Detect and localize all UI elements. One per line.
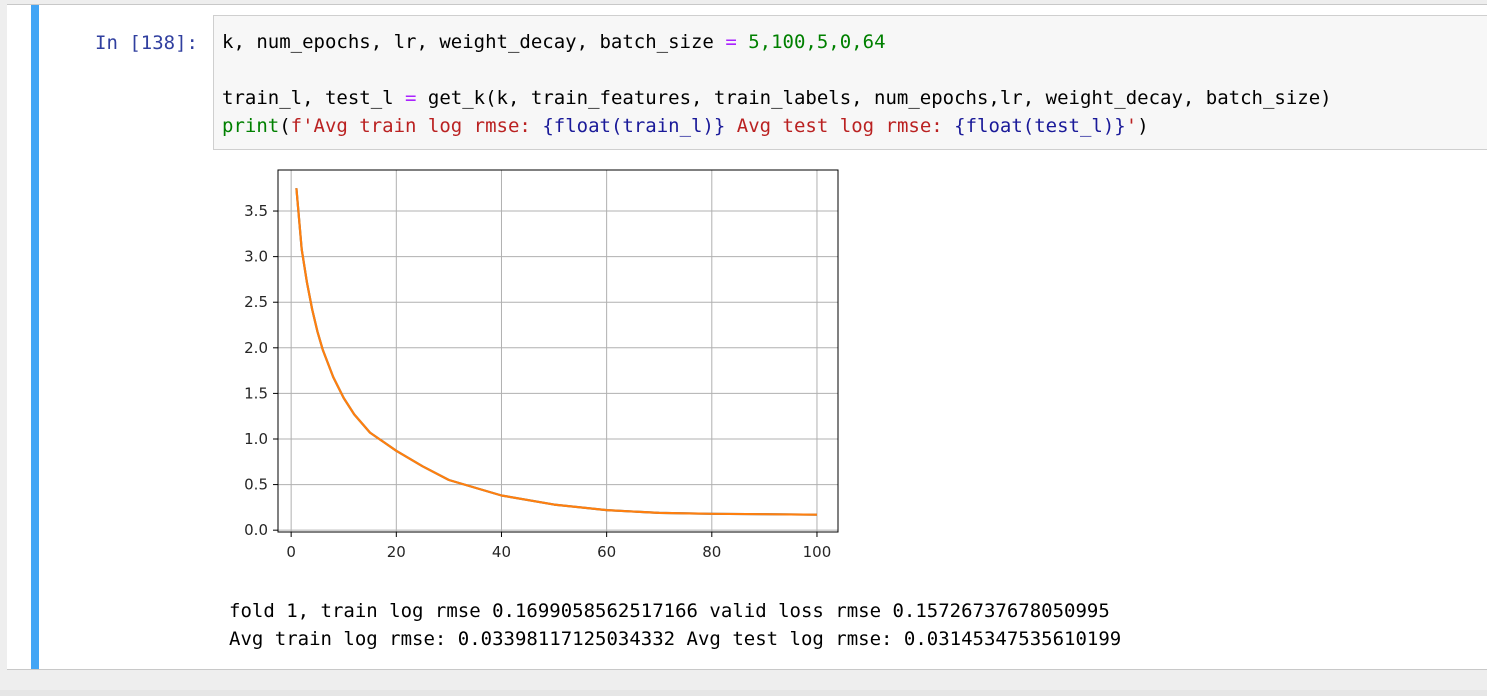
code-line-3[interactable]: print(f'Avg train log rmse: {float(train… [222, 115, 1149, 137]
code-line-3-open: ( [279, 115, 291, 137]
code-line-3-func: print [222, 115, 280, 137]
output-line-1: fold 1, train log rmse 0.169905856251716… [229, 600, 1110, 622]
x-tick-label: 40 [492, 543, 511, 561]
y-tick-label: 3.5 [244, 202, 268, 220]
code-line-1-vars: k, num_epochs, lr, weight_decay, batch_s… [222, 31, 726, 53]
cell-prompt: In [138]: [95, 32, 198, 54]
y-tick-label: 1.0 [244, 430, 268, 448]
x-tick-label: 0 [286, 543, 296, 561]
code-line-2-rhs: get_k(k, train_features, train_labels, n… [416, 87, 1332, 109]
code-line-1-values: 5,100,5,0,64 [748, 31, 886, 53]
code-line-1-sp [737, 31, 748, 53]
loss-chart: 0 20 40 60 80 100 0.0 0.5 1.0 1.5 2.0 2.5 3.0 3.5 [227, 165, 847, 575]
code-line-3-str-c: ' [1125, 115, 1138, 137]
chart-grid [278, 170, 838, 532]
y-tick-label: 2.0 [244, 339, 268, 357]
x-tick-label: 100 [803, 543, 832, 561]
y-tick-label: 0.5 [244, 476, 268, 494]
y-tick-label: 0.0 [244, 521, 268, 539]
code-cell[interactable]: In [138]: k, num_epochs, lr, weight_deca… [7, 4, 1487, 670]
code-line-3-interp-b: {float(test_l)} [954, 115, 1126, 137]
output-line-2: Avg train log rmse: 0.03398117125034332 … [229, 628, 1122, 650]
code-line-3-str-a: f'Avg train log rmse: [290, 115, 543, 137]
code-line-3-str-b: Avg test log rmse: [725, 115, 955, 137]
cell-selected-indicator [31, 5, 39, 669]
code-line-2[interactable]: train_l, test_l = get_k(k, train_feature… [222, 87, 1332, 109]
y-tick-label: 1.5 [244, 384, 268, 402]
y-tick-label: 2.5 [244, 293, 268, 311]
code-line-2-lhs: train_l, test_l [222, 87, 406, 109]
x-tick-label: 20 [387, 543, 406, 561]
cell-output: fold 1, train log rmse 0.169905856251716… [229, 597, 1121, 653]
x-tick-label: 80 [702, 543, 721, 561]
test-loss-line [295, 188, 818, 516]
code-line-3-close: ) [1137, 115, 1149, 137]
code-line-2-eq: = [405, 87, 417, 109]
code-line-1[interactable]: k, num_epochs, lr, weight_decay, batch_s… [222, 31, 886, 53]
chart-series [295, 188, 818, 516]
x-tick-label: 60 [597, 543, 616, 561]
left-gutter [0, 0, 7, 690]
code-line-1-eq: = [725, 31, 737, 53]
code-line-3-interp-a: {float(train_l)} [542, 115, 726, 137]
chart-frame [277, 169, 839, 533]
chart-ticks: 0 20 40 60 80 100 0.0 0.5 1.0 1.5 2.0 2.5 3.0 3.5 [244, 202, 831, 561]
code-editor[interactable]: k, num_epochs, lr, weight_decay, batch_s… [213, 15, 1487, 150]
bottom-strip [0, 690, 1487, 696]
y-tick-label: 3.0 [244, 248, 268, 266]
